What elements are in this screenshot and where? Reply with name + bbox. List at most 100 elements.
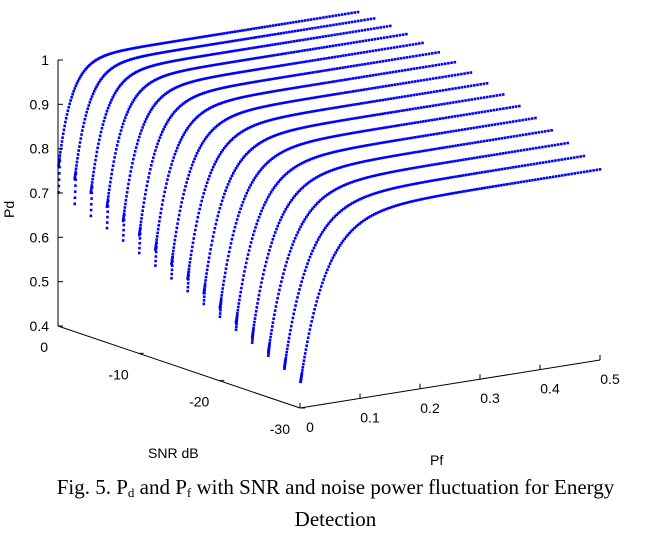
data-point	[288, 200, 292, 204]
data-point	[349, 131, 353, 135]
data-point	[90, 95, 94, 98]
data-point	[213, 226, 217, 230]
data-point	[230, 50, 234, 53]
data-point	[304, 84, 308, 88]
data-point	[298, 288, 301, 291]
data-point	[375, 99, 379, 103]
data-point	[264, 78, 268, 82]
data-point	[376, 86, 379, 89]
data-point	[85, 110, 89, 114]
data-point	[516, 149, 520, 153]
data-point	[405, 44, 408, 47]
data-point	[374, 191, 378, 195]
data-point	[179, 70, 182, 73]
data-point	[431, 64, 434, 68]
data-point	[523, 164, 527, 167]
data-point	[196, 115, 200, 118]
data-point	[386, 171, 390, 175]
data-point	[367, 216, 370, 219]
data-point	[186, 272, 190, 276]
data-point	[155, 145, 158, 149]
data-point	[538, 161, 542, 165]
data-point	[494, 184, 497, 188]
data-point	[263, 44, 266, 48]
data-point	[276, 42, 280, 46]
data-point	[254, 313, 257, 317]
data-point	[162, 194, 166, 198]
data-point	[218, 153, 222, 156]
data-point	[147, 112, 150, 116]
data-point	[273, 89, 277, 93]
data-point	[453, 159, 457, 163]
data-point	[432, 195, 436, 199]
data-point	[359, 160, 362, 164]
data-point	[182, 133, 185, 137]
data-point	[283, 210, 286, 214]
data-point	[200, 44, 203, 48]
data-point	[192, 160, 195, 164]
data-point	[392, 124, 395, 128]
data-point	[405, 137, 409, 140]
data-point	[185, 68, 188, 72]
data-point	[271, 188, 274, 192]
data-point	[303, 218, 307, 221]
data-point	[405, 122, 409, 126]
data-point	[328, 15, 331, 18]
data-point	[90, 181, 94, 184]
data-point	[426, 180, 430, 183]
data-point	[361, 160, 365, 164]
data-point	[235, 319, 239, 323]
data-point	[281, 52, 285, 56]
data-point	[189, 68, 192, 71]
data-point	[272, 103, 275, 107]
data-point	[160, 51, 164, 54]
data-point	[260, 45, 264, 48]
data-point	[350, 20, 354, 24]
data-point	[427, 119, 431, 122]
data-point	[73, 196, 77, 200]
data-point	[232, 72, 236, 75]
data-point	[273, 43, 277, 46]
data-point	[320, 25, 323, 29]
data-point	[336, 55, 340, 58]
data-point	[164, 74, 168, 77]
data-point	[278, 178, 282, 182]
data-point	[184, 82, 187, 86]
data-point	[239, 59, 242, 62]
data-point	[374, 73, 377, 77]
data-point	[300, 280, 303, 283]
data-point	[203, 291, 206, 295]
data-point	[377, 173, 381, 176]
data-point	[122, 119, 126, 122]
data-point	[302, 28, 305, 32]
data-point	[236, 214, 240, 218]
data-point	[479, 140, 483, 143]
data-point	[303, 141, 307, 145]
data-point	[380, 141, 384, 145]
data-point	[240, 48, 243, 52]
data-point	[298, 61, 301, 64]
data-point	[526, 163, 530, 167]
data-point	[112, 93, 116, 97]
data-point	[541, 145, 544, 149]
data-point	[175, 107, 179, 111]
data-point	[255, 222, 258, 226]
data-point	[109, 52, 113, 55]
data-point	[262, 268, 266, 272]
data-point	[125, 195, 128, 198]
data-point	[209, 130, 213, 134]
data-point	[349, 65, 353, 68]
data-point	[483, 110, 487, 113]
data-point	[144, 192, 147, 196]
data-point	[498, 93, 502, 97]
data-point	[167, 40, 171, 44]
data-point	[65, 113, 69, 116]
data-point	[444, 75, 447, 78]
data-point	[250, 81, 254, 84]
data-point	[297, 292, 300, 295]
data-point	[340, 119, 344, 122]
data-point	[98, 134, 102, 138]
data-point	[200, 54, 203, 58]
data-point	[92, 166, 96, 170]
data-point	[73, 175, 77, 178]
